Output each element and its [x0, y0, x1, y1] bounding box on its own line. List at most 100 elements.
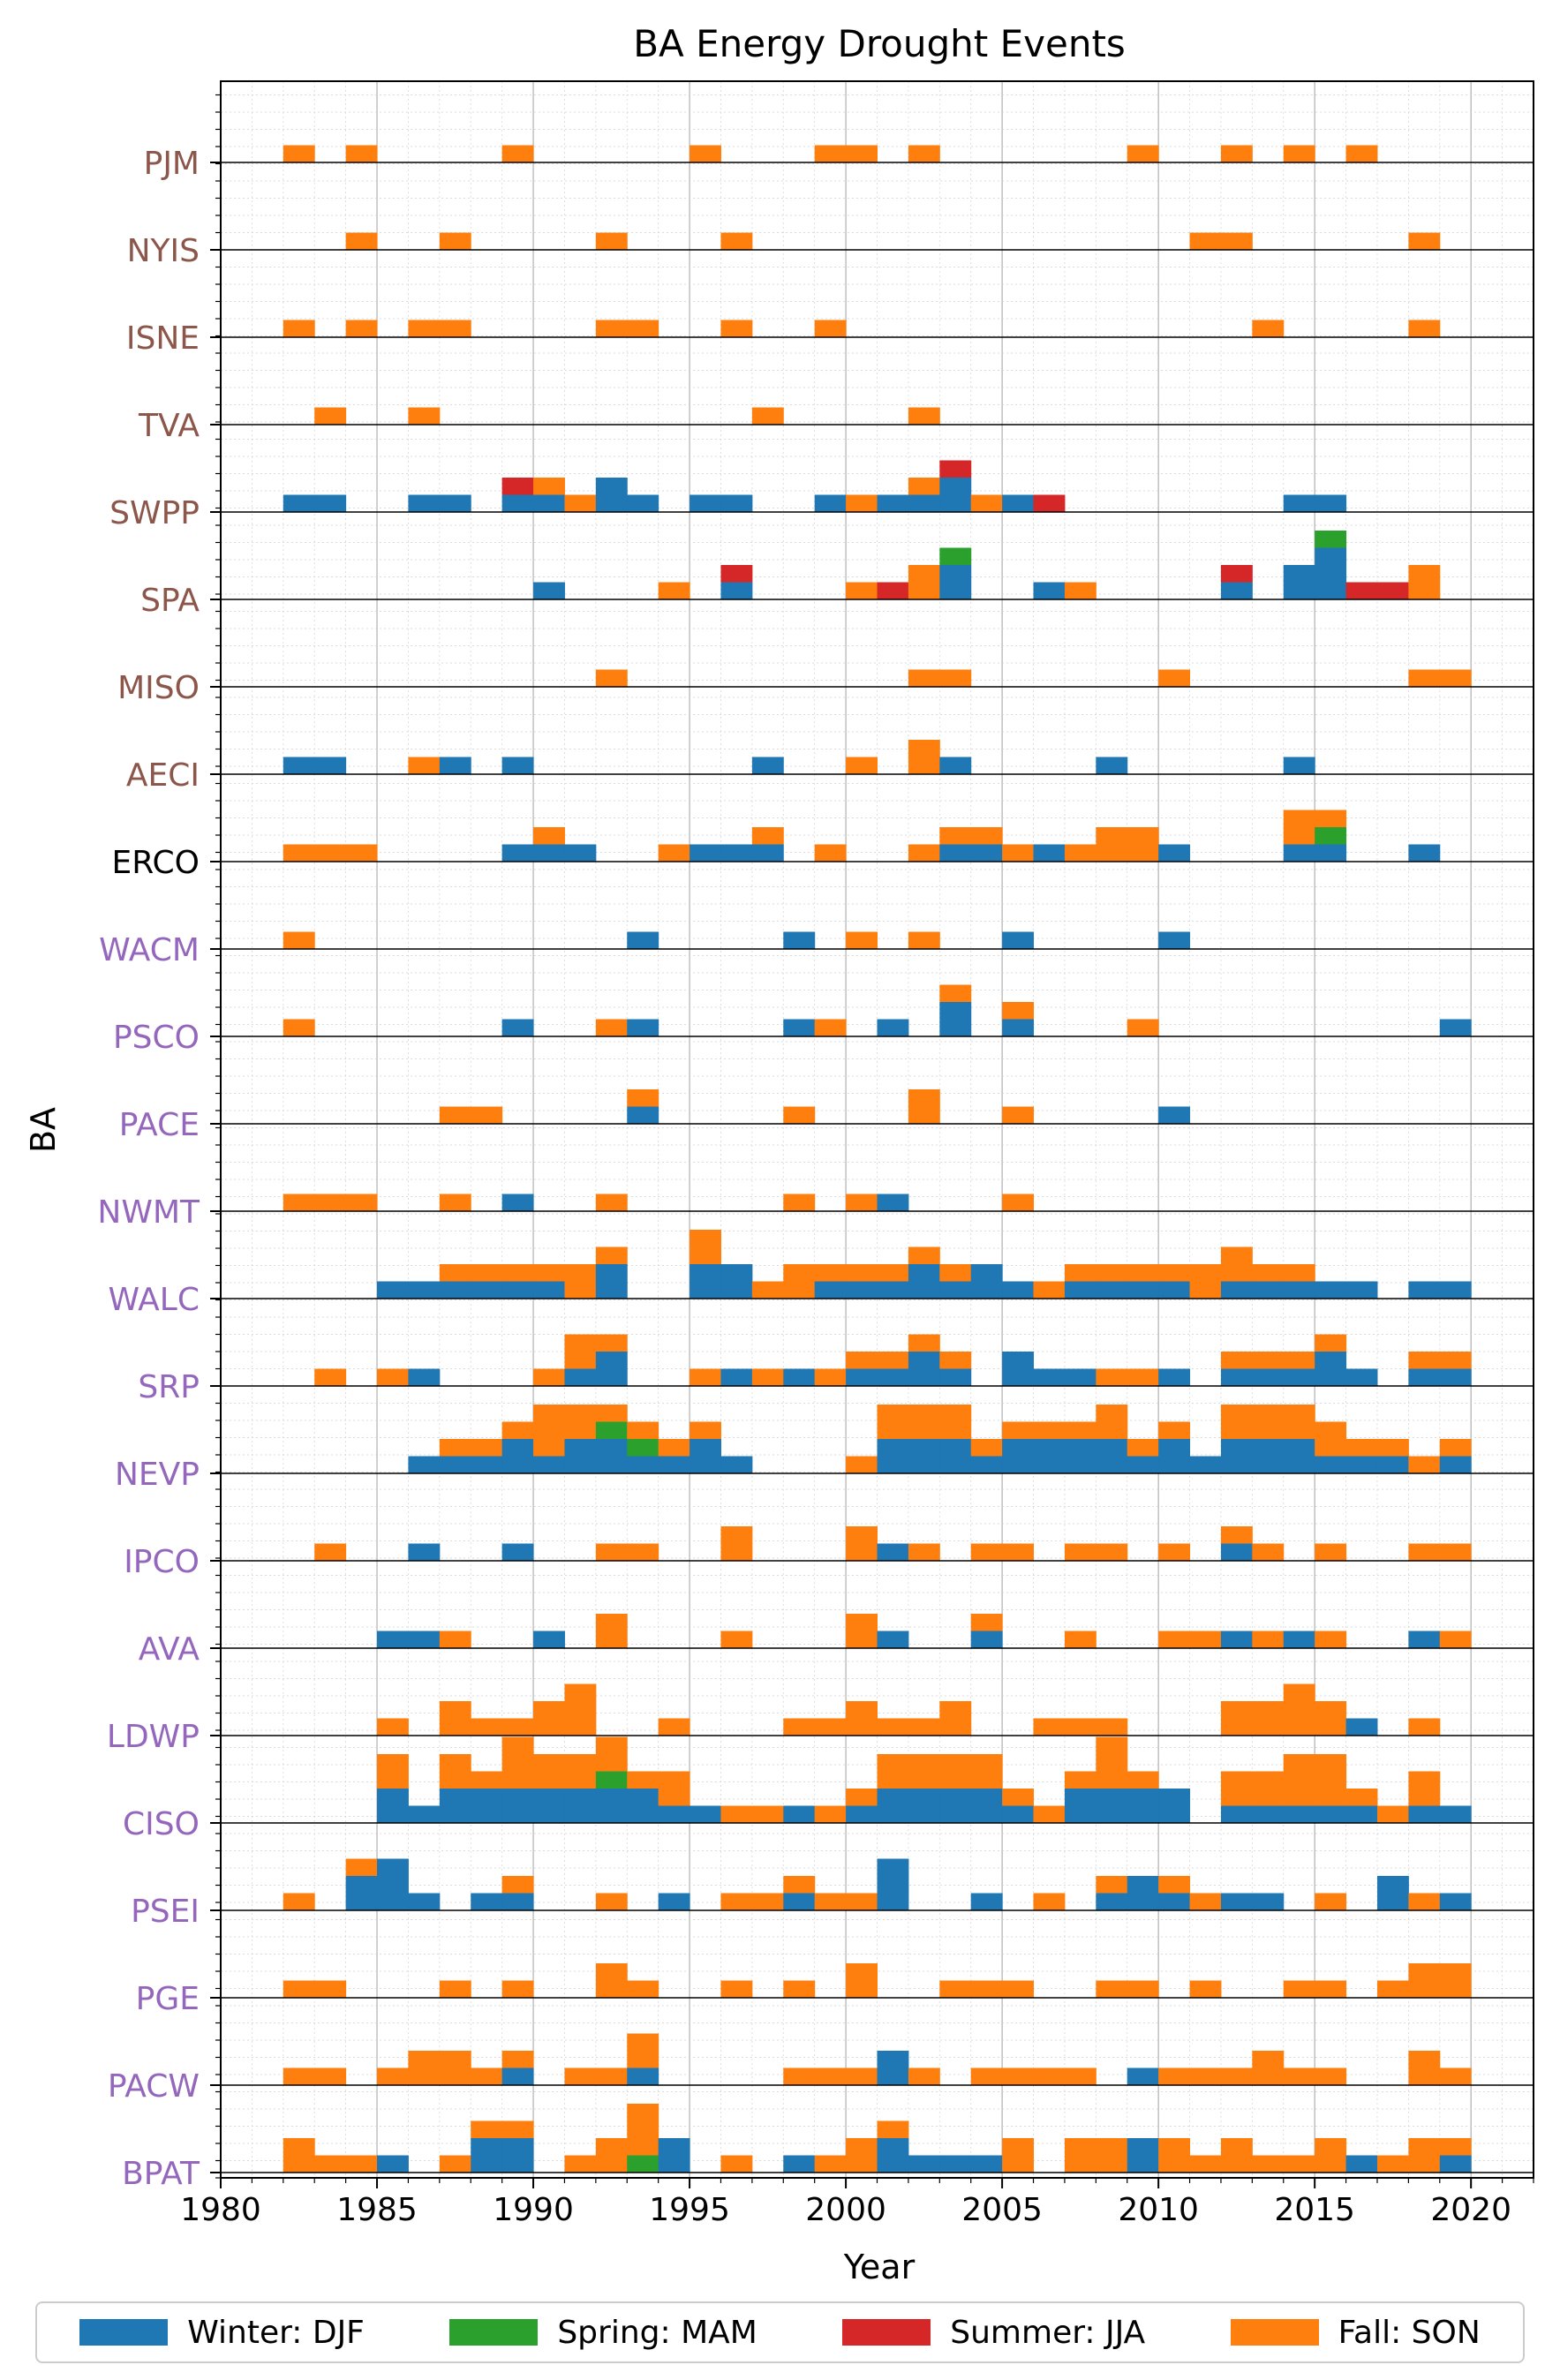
bar-ava-2007-fall	[1064, 1631, 1097, 1648]
bar-wacm-1993-winter	[627, 931, 659, 949]
bar-walc-2014-fall	[1283, 1264, 1315, 1282]
bar-walc-2012-fall	[1220, 1246, 1253, 1282]
bar-psco-2001-winter	[877, 1019, 909, 1036]
bar-ipco-2012-fall	[1220, 1526, 1253, 1544]
ba-row-psco	[283, 984, 1472, 1036]
bar-nevp-2013-fall	[1252, 1405, 1285, 1439]
bar-bpat-2017-fall	[1376, 2155, 1409, 2173]
bar-pacw-2006-fall	[1033, 2067, 1066, 2085]
bar-walc-1992-fall	[595, 1246, 628, 1264]
bar-ciso-1994-winter	[658, 1805, 690, 1823]
bar-ciso-2000-fall	[846, 1789, 878, 1806]
bar-nyis-2011-fall	[1189, 232, 1222, 250]
bar-pge-1982-fall	[283, 1980, 315, 1998]
bar-ldwp-1990-fall	[533, 1701, 565, 1736]
bar-srp-2018-fall	[1408, 1352, 1441, 1369]
bar-srp-2019-winter	[1439, 1368, 1472, 1386]
bar-nevp-2004-winter	[970, 1456, 1003, 1473]
bar-nyis-2018-fall	[1408, 232, 1441, 250]
bar-psco-2019-winter	[1439, 1019, 1472, 1036]
bar-ldwp-1988-fall	[471, 1718, 503, 1736]
bar-pacw-1989-fall	[501, 2051, 534, 2068]
bar-nevp-1986-winter	[408, 1456, 441, 1473]
bar-tva-2002-fall	[908, 407, 940, 425]
bar-nwmt-1989-winter	[501, 1194, 534, 1211]
y-tick-label-srp: SRP	[138, 1369, 200, 1405]
bar-ipco-2001-winter	[877, 1543, 909, 1561]
bar-bpat-2016-winter	[1345, 2155, 1378, 2173]
bar-ava-2013-fall	[1252, 1631, 1285, 1648]
bar-srp-2014-winter	[1283, 1368, 1315, 1386]
bar-nevp-1990-fall	[533, 1405, 565, 1457]
bar-pacw-2015-fall	[1315, 2067, 1347, 2085]
bar-nevp-2010-winter	[1158, 1439, 1191, 1473]
bar-nevp-2005-fall	[1002, 1421, 1035, 1439]
bar-ciso-1985-fall	[377, 1754, 409, 1789]
bar-bpat-1994-winter	[658, 2138, 690, 2173]
bar-tva-1997-fall	[751, 407, 784, 425]
bar-walc-2011-fall	[1189, 1264, 1222, 1299]
bar-bpat-2001-winter	[877, 2138, 909, 2173]
bar-tva-1986-fall	[408, 407, 441, 425]
y-tick-label-swpp: SWPP	[109, 495, 200, 531]
bar-srp-2012-fall	[1220, 1352, 1253, 1369]
bar-swpp-2003-winter	[939, 478, 972, 512]
bar-erco-2015-spring	[1315, 827, 1347, 845]
bar-pge-2017-fall	[1376, 1980, 1409, 1998]
bar-ciso-1992-spring	[595, 1771, 628, 1789]
bar-srp-1992-fall	[595, 1334, 628, 1352]
bar-walc-2008-fall	[1096, 1264, 1128, 1282]
bar-pace-1998-fall	[783, 1106, 816, 1124]
bar-spa-2002-fall	[908, 565, 940, 599]
bar-ciso-2016-fall	[1345, 1789, 1378, 1806]
y-tick-label-nevp: NEVP	[115, 1457, 200, 1493]
y-tick-label-nwmt: NWMT	[97, 1194, 200, 1231]
bar-bpat-2018-fall	[1408, 2138, 1441, 2173]
bar-ldwp-2008-fall	[1096, 1718, 1128, 1736]
bar-ciso-2017-fall	[1376, 1805, 1409, 1823]
bar-pge-1987-fall	[439, 1980, 471, 1998]
bar-psco-1998-winter	[783, 1019, 816, 1036]
bar-wacm-2005-winter	[1002, 931, 1035, 949]
bar-walc-2014-winter	[1283, 1281, 1315, 1299]
bar-walc-1986-winter	[408, 1281, 441, 1299]
bar-srp-1998-winter	[783, 1368, 816, 1386]
bar-walc-2002-fall	[908, 1246, 940, 1264]
bar-ciso-1998-winter	[783, 1805, 816, 1823]
bar-erco-2004-fall	[970, 827, 1003, 845]
bar-srp-2016-winter	[1345, 1368, 1378, 1386]
ba-row-miso	[595, 669, 1472, 687]
bar-srp-2000-fall	[846, 1352, 878, 1369]
bar-nevp-1991-winter	[564, 1439, 597, 1473]
bar-ciso-1990-fall	[533, 1754, 565, 1789]
bar-walc-1988-fall	[471, 1264, 503, 1282]
bar-erco-1994-fall	[658, 844, 690, 862]
bar-psei-1996-fall	[720, 1893, 753, 1910]
bar-nevp-2008-fall	[1096, 1405, 1128, 1439]
y-tick-label-psei: PSEI	[131, 1894, 200, 1930]
bar-srp-2003-fall	[939, 1352, 972, 1369]
bar-srp-2015-winter	[1315, 1352, 1347, 1386]
bar-walc-2000-fall	[846, 1264, 878, 1282]
bar-nevp-1994-fall	[658, 1439, 690, 1457]
bar-nevp-2014-fall	[1283, 1405, 1315, 1439]
bar-pge-2009-fall	[1127, 1980, 1159, 1998]
bar-ldwp-2006-fall	[1033, 1718, 1066, 1736]
bar-bpat-2013-fall	[1252, 2155, 1285, 2173]
bar-walc-2012-winter	[1220, 1281, 1253, 1299]
bar-spa-2012-winter	[1220, 582, 1253, 599]
bar-spa-2001-summer	[877, 582, 909, 599]
bar-srp-2013-winter	[1252, 1368, 1285, 1386]
bar-wacm-1982-fall	[283, 931, 315, 949]
ba-row-wacm	[283, 931, 1191, 949]
bar-pge-1983-fall	[314, 1980, 347, 1998]
bar-pjm-2009-fall	[1127, 145, 1159, 162]
ba-row-walc	[377, 1230, 1472, 1299]
bar-erco-2010-winter	[1158, 844, 1191, 862]
bar-nevp-2012-fall	[1220, 1405, 1253, 1439]
bar-ipco-2000-fall	[846, 1526, 878, 1561]
bar-nevp-1995-fall	[690, 1421, 721, 1439]
bar-psei-1994-winter	[658, 1893, 690, 1910]
bar-nevp-2017-fall	[1376, 1439, 1409, 1457]
bar-walc-1991-fall	[564, 1264, 597, 1299]
